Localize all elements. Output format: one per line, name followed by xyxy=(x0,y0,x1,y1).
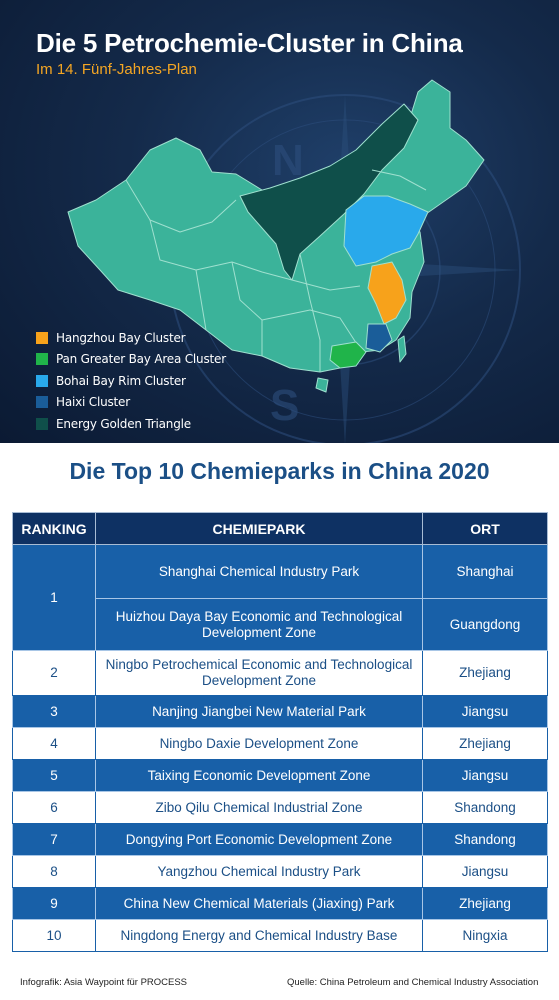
map-island-taiwan xyxy=(397,335,407,363)
legend-item: Hangzhou Bay Cluster xyxy=(36,327,226,349)
location-cell: Ningxia xyxy=(422,919,548,952)
map-cluster-bohai-bay-rim xyxy=(343,195,429,267)
location-cell: Jiangsu xyxy=(422,759,548,792)
table-row: 6 Zibo Qilu Chemical Industrial Zone Sha… xyxy=(12,791,548,824)
location-cell: Zhejiang xyxy=(422,727,548,760)
rank-cell: 2 xyxy=(12,650,96,696)
legend-swatch xyxy=(36,353,48,366)
footer-source: Quelle: China Petroleum and Chemical Ind… xyxy=(287,977,539,988)
table-row: 3 Nanjing Jiangbei New Material Park Jia… xyxy=(12,695,548,728)
map-cluster-pan-greater-bay-area xyxy=(329,341,367,369)
table-row: 5 Taixing Economic Development Zone Jian… xyxy=(12,759,548,792)
park-cell: Nanjing Jiangbei New Material Park xyxy=(95,695,423,728)
map-cluster-energy-golden-triangle xyxy=(239,103,419,281)
park-cell: Shanghai Chemical Industry Park xyxy=(95,544,423,599)
table-row: 4 Ningbo Daxie Development Zone Zhejiang xyxy=(12,727,548,760)
rank-cell: 9 xyxy=(12,887,96,920)
location-cell: Jiangsu xyxy=(422,695,548,728)
rank-cell: 10 xyxy=(12,919,96,952)
legend-item: Haixi Cluster xyxy=(36,392,226,414)
header-ranking: RANKING xyxy=(12,512,96,545)
park-cell: Zibo Qilu Chemical Industrial Zone xyxy=(95,791,423,824)
location-cell: Shandong xyxy=(422,823,548,856)
header-ort: ORT xyxy=(422,512,548,545)
location-cell: Guangdong xyxy=(422,598,548,651)
table-title: Die Top 10 Chemieparks in China 2020 xyxy=(69,458,490,484)
rank-cell: 8 xyxy=(12,855,96,888)
location-cell: Shandong xyxy=(422,791,548,824)
chemical-parks-table: RANKING CHEMIEPARK ORT 1 Shanghai Chemic… xyxy=(12,512,548,952)
location-cell: Zhejiang xyxy=(422,650,548,696)
rank-cell: 7 xyxy=(12,823,96,856)
rank-cell: 1 xyxy=(12,544,96,651)
park-cell: Ningbo Petrochemical Economic and Techno… xyxy=(95,650,423,696)
china-map xyxy=(67,79,485,393)
park-cell: Taixing Economic Development Zone xyxy=(95,759,423,792)
table-row: 2 Ningbo Petrochemical Economic and Tech… xyxy=(12,650,548,696)
legend-label: Hangzhou Bay Cluster xyxy=(56,330,186,345)
header-panel: N S Die 5 Petrochemie-Cluster in China I… xyxy=(0,0,559,443)
park-cell: China New Chemical Materials (Jiaxing) P… xyxy=(95,887,423,920)
legend-item: Pan Greater Bay Area Cluster xyxy=(36,349,226,371)
legend-label: Bohai Bay Rim Cluster xyxy=(56,373,186,388)
svg-text:S: S xyxy=(270,381,299,430)
park-cell: Ningbo Daxie Development Zone xyxy=(95,727,423,760)
page-title: Die 5 Petrochemie-Cluster in China xyxy=(36,28,463,58)
legend-swatch xyxy=(36,374,48,387)
park-cell: Huizhou Daya Bay Economic and Technologi… xyxy=(95,598,423,651)
map-island-hainan xyxy=(315,377,329,393)
legend: Hangzhou Bay Cluster Pan Greater Bay Are… xyxy=(36,327,226,435)
park-cell: Ningdong Energy and Chemical Industry Ba… xyxy=(95,919,423,952)
legend-item: Energy Golden Triangle xyxy=(36,413,226,435)
legend-item: Bohai Bay Rim Cluster xyxy=(36,370,226,392)
legend-label: Energy Golden Triangle xyxy=(56,416,191,431)
table-header-row: RANKING CHEMIEPARK ORT xyxy=(12,512,548,545)
table-row: Huizhou Daya Bay Economic and Technologi… xyxy=(13,598,548,651)
rank-cell: 5 xyxy=(12,759,96,792)
legend-label: Pan Greater Bay Area Cluster xyxy=(56,352,226,367)
page-subtitle: Im 14. Fünf-Jahres-Plan xyxy=(36,61,197,78)
park-cell: Dongying Port Economic Development Zone xyxy=(95,823,423,856)
table-row: 9 China New Chemical Materials (Jiaxing)… xyxy=(12,887,548,920)
park-cell: Yangzhou Chemical Industry Park xyxy=(95,855,423,888)
location-cell: Shanghai xyxy=(422,544,548,599)
rank-cell: 6 xyxy=(12,791,96,824)
table-row: 8 Yangzhou Chemical Industry Park Jiangs… xyxy=(12,855,548,888)
svg-text:N: N xyxy=(272,136,304,185)
map-cluster-haixi xyxy=(365,323,393,353)
map-cluster-hangzhou-bay xyxy=(367,261,407,325)
legend-swatch xyxy=(36,396,48,409)
location-cell: Jiangsu xyxy=(422,855,548,888)
table-row: 10 Ningdong Energy and Chemical Industry… xyxy=(12,919,548,952)
rank-cell: 4 xyxy=(12,727,96,760)
legend-label: Haixi Cluster xyxy=(56,395,130,410)
table-row: 7 Dongying Port Economic Development Zon… xyxy=(12,823,548,856)
table-row: 1 Shanghai Chemical Industry Park Shangh… xyxy=(12,544,548,651)
legend-swatch xyxy=(36,331,48,344)
rank-cell: 3 xyxy=(12,695,96,728)
footer-credit: Infografik: Asia Waypoint für PROCESS xyxy=(20,977,188,988)
location-cell: Zhejiang xyxy=(422,887,548,920)
header-chemiepark: CHEMIEPARK xyxy=(95,512,423,545)
legend-swatch xyxy=(36,417,48,430)
